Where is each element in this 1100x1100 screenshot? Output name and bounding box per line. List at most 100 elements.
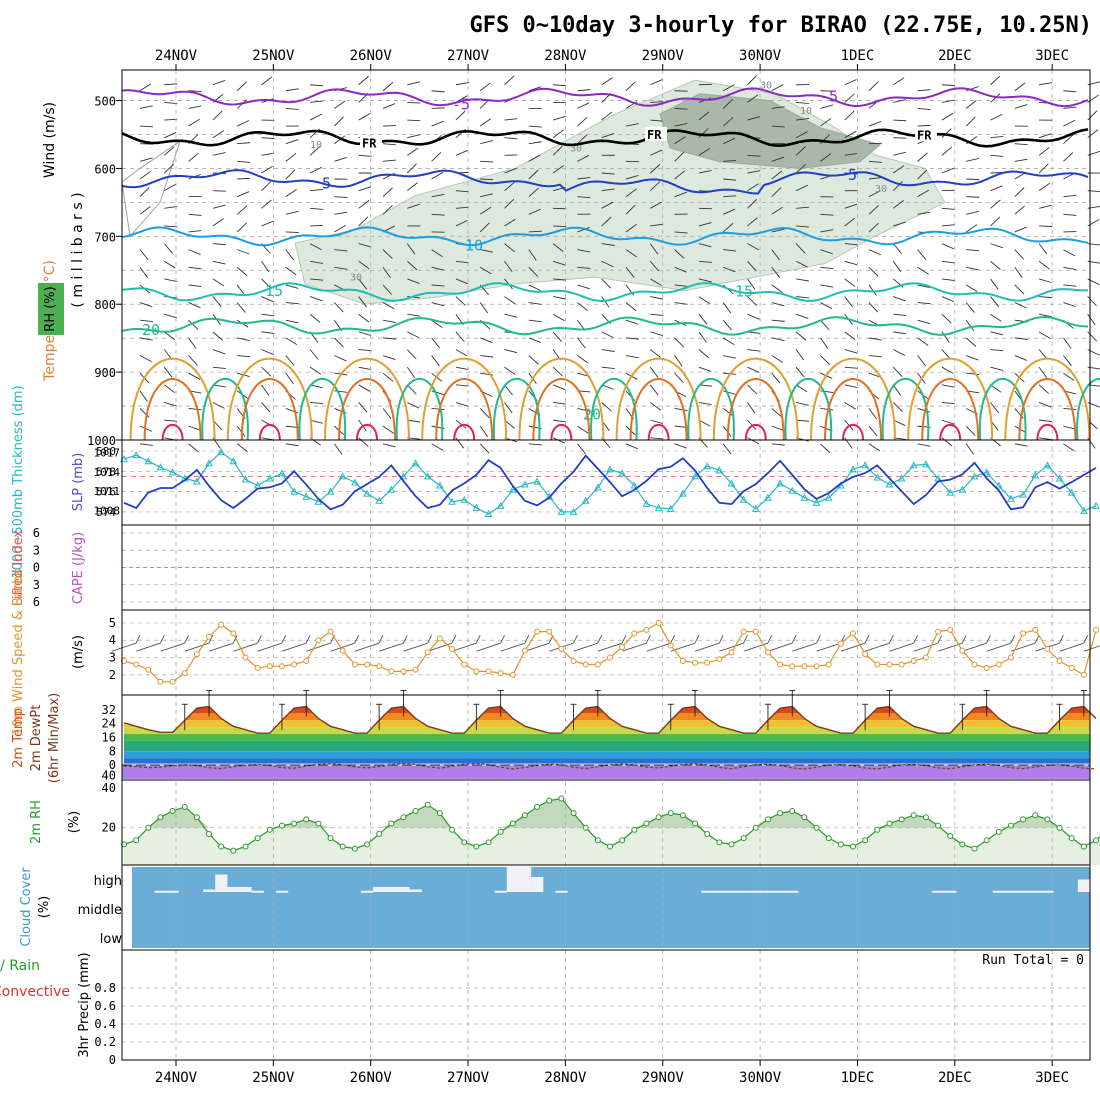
wind-barb [479, 82, 491, 92]
wind-barb [650, 402, 662, 411]
thickness-point [168, 468, 177, 476]
wind-barb [480, 249, 494, 253]
surface-wind-barb [452, 642, 477, 652]
wind-barb [747, 75, 758, 86]
isotherm--5 [121, 87, 1089, 108]
rh-point [777, 810, 784, 817]
surface-wind-barb [962, 642, 987, 652]
wind-barb [698, 349, 710, 359]
rh-contour-label: 30 [570, 143, 582, 154]
rh-point [1020, 816, 1027, 823]
isotherm-label: 5 [322, 175, 331, 193]
wind-barb [771, 156, 785, 162]
wind-barb [236, 222, 247, 233]
wind-barb [310, 278, 324, 281]
wind-speed-point [959, 647, 966, 654]
wind-barb [358, 75, 369, 86]
wind-barb [941, 349, 951, 360]
wind-barb [941, 331, 950, 343]
wind-barb [358, 200, 370, 209]
bl-contour [744, 423, 767, 441]
wind-barb [431, 319, 443, 329]
wind-barb [844, 349, 858, 354]
wind-barb [212, 296, 222, 307]
surface-wind-barb-flag [281, 634, 287, 644]
wind-barb [382, 355, 396, 360]
wind-barb [601, 216, 612, 227]
wind-barb [650, 119, 664, 122]
thickness-point [654, 503, 663, 511]
surface-wind-barb-flag [937, 634, 943, 644]
wind-barb [625, 174, 639, 180]
thickness-point [1055, 474, 1064, 482]
wind-barb [188, 355, 198, 366]
wind-barb [528, 266, 539, 277]
wind-barb [358, 296, 367, 308]
wind-barb [892, 402, 903, 413]
wind-barb [698, 366, 712, 372]
rh-point [728, 841, 735, 848]
wind-barb [1038, 243, 1048, 255]
wind-barb [795, 331, 807, 341]
isotherm-20-loop [201, 378, 249, 441]
wind-barb [990, 243, 1003, 249]
wind-barb [528, 319, 542, 323]
rh-point [521, 812, 528, 819]
wind-barb [164, 132, 177, 139]
rh-point [801, 814, 808, 821]
wind-barb [358, 113, 371, 121]
wind-barb [188, 105, 202, 109]
wind-barb [771, 355, 784, 363]
wind-barb [406, 349, 417, 360]
wind-barb [1014, 284, 1025, 295]
wind-barb [504, 402, 513, 414]
surface-wind-barb-flag [767, 634, 773, 644]
wind-barb [1087, 110, 1098, 121]
wind-barb [795, 163, 807, 174]
wind-barb [552, 115, 566, 121]
wind-barb [577, 227, 590, 233]
wind-barb [650, 164, 661, 174]
wind-barb [382, 249, 393, 259]
surface-wind-barb-flag [961, 634, 967, 644]
surface-wind-barb-flag [597, 634, 603, 644]
wind-barb [164, 313, 177, 319]
isotherm-20 [121, 315, 1089, 336]
wind-barb [431, 337, 440, 349]
wind-barb [698, 278, 712, 283]
cloud-bar-high [239, 887, 252, 892]
wind-barb [285, 355, 295, 366]
wind-speed-point [546, 628, 553, 635]
wind-barb [163, 243, 174, 254]
wind-barb [237, 249, 250, 255]
wind-barb [407, 203, 420, 209]
wind-speed-point [254, 664, 261, 671]
wind-barb [236, 81, 247, 92]
rh-point [594, 837, 601, 844]
wind-barb [504, 118, 518, 121]
wind-barb [285, 284, 299, 289]
wind-barb [868, 160, 882, 163]
wind-barb [601, 188, 615, 192]
fr-label-bg [915, 127, 937, 142]
cloud-bar-high [531, 877, 544, 892]
thickness-tick-label: 580 [96, 445, 116, 458]
wind-barb [188, 213, 202, 216]
wind-barb [1063, 372, 1075, 381]
wind-barb [747, 94, 759, 103]
isotherm-5 [121, 169, 1089, 195]
wind-barb [139, 206, 151, 215]
wind-barb [893, 313, 907, 317]
wind-barb [868, 372, 882, 378]
wind-barb [722, 84, 735, 92]
wind-barb [698, 260, 712, 263]
wind-barb [990, 216, 1001, 227]
wind-barb [1039, 82, 1053, 86]
wind-barb [261, 165, 273, 174]
wind-barb [382, 337, 396, 340]
wind-barb [1063, 249, 1076, 257]
wind-barb [577, 266, 591, 269]
wind-barb [334, 390, 348, 393]
wind-barb [309, 384, 323, 389]
wind-barb [528, 443, 542, 446]
